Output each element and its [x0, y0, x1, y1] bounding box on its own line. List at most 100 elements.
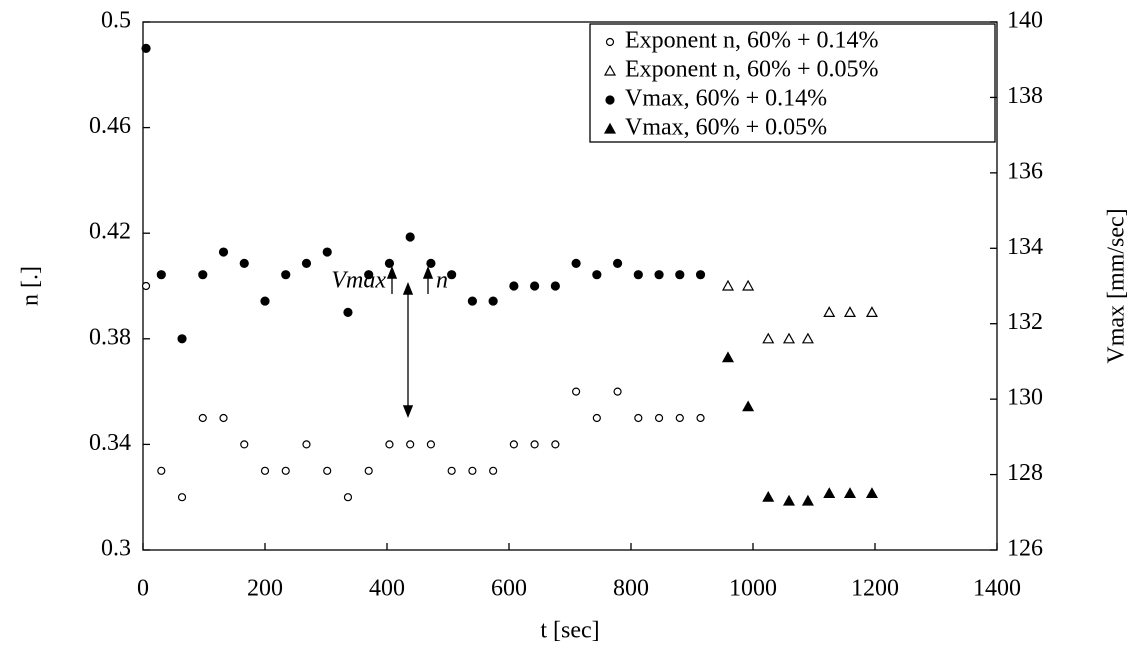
point [364, 466, 373, 475]
point [509, 281, 519, 291]
point [156, 270, 166, 280]
point [865, 487, 878, 499]
point [550, 281, 560, 291]
point [198, 413, 207, 423]
legend-marker [605, 95, 615, 105]
point [406, 440, 415, 449]
x-tick-label: 1000 [729, 576, 777, 602]
point [782, 494, 796, 506]
y2-tick-label: 138 [1007, 83, 1043, 109]
point [141, 281, 151, 291]
x-tick-label: 200 [247, 576, 283, 602]
x-tick-label: 1200 [851, 576, 899, 602]
x-tick-label: 1400 [973, 576, 1021, 602]
y-tick-label: 0.42 [89, 219, 131, 245]
y2-axis-title: Vmax [mm/sec] [1104, 208, 1130, 363]
point [323, 466, 332, 475]
point [343, 493, 353, 502]
point [467, 296, 477, 306]
point [384, 258, 395, 268]
point [240, 440, 249, 449]
y-tick-label: 0.34 [89, 430, 131, 456]
point [141, 43, 151, 54]
point [260, 296, 270, 306]
point [742, 400, 755, 412]
point [843, 487, 857, 499]
x-tick-label: 600 [491, 576, 527, 602]
annotation: n [436, 268, 448, 294]
y-tick-label: 0.3 [101, 536, 131, 562]
y-axis-title: n [.] [18, 266, 44, 306]
point [801, 332, 814, 344]
point [571, 387, 581, 396]
point [218, 247, 229, 257]
point [654, 270, 664, 280]
point [696, 413, 705, 423]
y-tick-label: 0.5 [101, 8, 131, 34]
point [489, 466, 498, 475]
point [157, 466, 166, 475]
point [302, 440, 311, 449]
legend-box [589, 23, 996, 143]
y2-tick-label: 136 [1007, 158, 1043, 184]
point [762, 490, 775, 502]
legend-label: Vmax, 60% + 0.05% [625, 115, 827, 141]
point [301, 258, 312, 268]
point [695, 270, 706, 280]
point [742, 279, 755, 291]
point [633, 270, 643, 280]
y2-tick-label: 128 [1007, 460, 1043, 486]
legend-marker [603, 64, 617, 76]
y-tick-label: 0.46 [89, 113, 131, 139]
point [592, 270, 602, 280]
point [762, 332, 775, 344]
y2-tick-label: 132 [1007, 309, 1043, 335]
point [405, 232, 415, 242]
point [239, 258, 249, 268]
legend-marker [605, 37, 615, 47]
point [843, 306, 857, 317]
y2-tick-label: 126 [1007, 536, 1043, 562]
point [634, 413, 643, 423]
point [260, 466, 270, 475]
point [782, 332, 796, 344]
point [385, 440, 394, 449]
point [592, 413, 601, 423]
point [343, 307, 353, 317]
point [865, 306, 878, 317]
point [177, 334, 187, 344]
x-axis-title: t [sec] [540, 618, 599, 644]
point [447, 466, 456, 475]
point [281, 270, 291, 280]
point [468, 466, 477, 475]
point [488, 296, 498, 306]
point [509, 440, 518, 449]
point [613, 387, 622, 396]
point [219, 413, 228, 423]
point [426, 258, 436, 268]
point [571, 258, 581, 268]
legend-label: Vmax, 60% + 0.14% [625, 86, 827, 112]
point [530, 440, 539, 449]
y2-tick-label: 134 [1007, 234, 1043, 260]
point [322, 247, 332, 257]
point [675, 270, 685, 280]
point [281, 466, 290, 475]
point [198, 270, 208, 280]
point [823, 487, 836, 499]
legend-label: Exponent n, 60% + 0.05% [625, 57, 879, 83]
point [364, 270, 374, 280]
point [530, 281, 540, 291]
legend-marker [603, 122, 617, 134]
point [426, 440, 436, 449]
annotation: Vmax [331, 268, 386, 294]
point [801, 494, 814, 506]
x-tick-label: 800 [613, 576, 649, 602]
x-tick-label: 400 [369, 576, 405, 602]
point [177, 493, 187, 502]
point [612, 258, 623, 268]
point [823, 306, 836, 317]
y2-tick-label: 140 [1007, 8, 1043, 34]
point [721, 279, 735, 291]
